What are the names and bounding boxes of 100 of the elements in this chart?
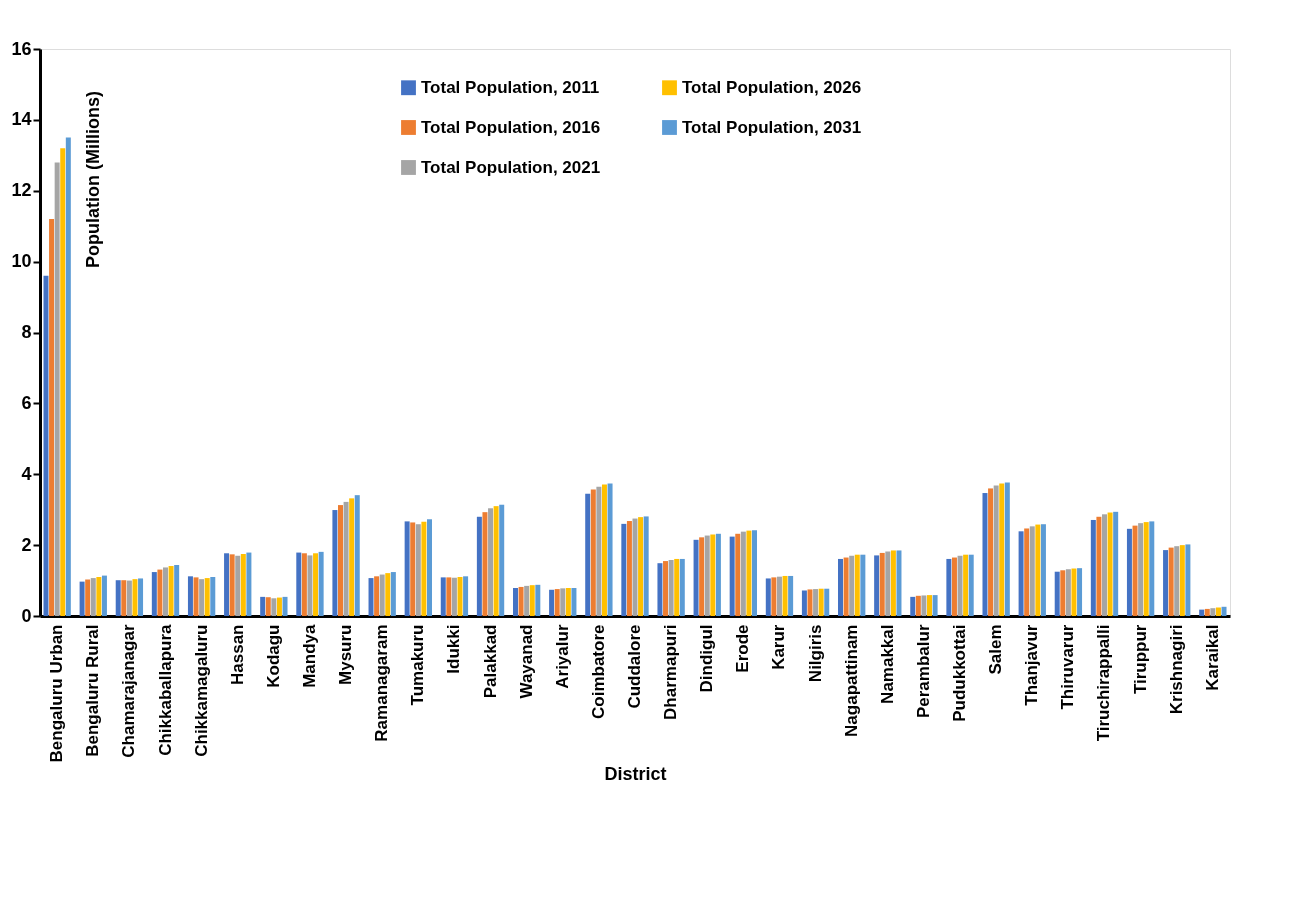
legend-label: Total Population, 2031 [682, 117, 862, 137]
bar [607, 483, 613, 616]
bar [96, 577, 102, 616]
bar [115, 580, 121, 616]
y-tick-label: 12 [11, 180, 32, 201]
bar [1004, 482, 1010, 616]
bar [1065, 569, 1071, 616]
x-tick-label: Wayanad [516, 624, 536, 699]
bar [560, 588, 566, 616]
bar [410, 522, 416, 616]
legend-label: Total Population, 2026 [682, 77, 862, 97]
bar [421, 521, 427, 616]
bar [235, 555, 241, 616]
bar [246, 552, 252, 616]
bar [79, 581, 85, 616]
bar [632, 518, 638, 616]
x-tick-label: Nagapattinam [841, 624, 861, 737]
bar [60, 148, 66, 616]
bar [1113, 511, 1119, 616]
bar [301, 553, 307, 616]
bar [90, 578, 96, 616]
bar [271, 598, 277, 616]
bar [1179, 545, 1185, 616]
x-tick-label: Chamarajanagar [119, 624, 139, 758]
bar [1107, 512, 1113, 616]
bar [782, 575, 788, 616]
bar [224, 553, 230, 616]
x-tick-label: Pudukkottai [950, 624, 970, 722]
bar [1035, 524, 1041, 616]
bar [276, 597, 282, 616]
legend-label: Total Population, 2011 [421, 77, 600, 97]
legend-label: Total Population, 2021 [421, 157, 601, 177]
bar [927, 595, 933, 616]
bar [674, 558, 680, 616]
bar [307, 555, 313, 616]
x-tick-label: Mysuru [336, 624, 356, 685]
bar [1210, 608, 1216, 616]
bar [1204, 608, 1210, 616]
bar [818, 588, 824, 616]
bar [735, 533, 741, 616]
bar [729, 536, 735, 616]
x-tick-label: Kodagu [263, 624, 283, 688]
y-tick-label: 14 [11, 109, 32, 130]
bar [493, 506, 499, 616]
x-tick-label: Thiruvarur [1058, 624, 1078, 710]
bar [332, 510, 338, 616]
bar [963, 554, 969, 616]
bar [1199, 609, 1205, 616]
bar [260, 596, 266, 616]
legend-label: Total Population, 2016 [421, 117, 601, 137]
bar [343, 501, 349, 616]
bar [1090, 519, 1096, 616]
bar [1138, 523, 1144, 616]
bar [1054, 571, 1060, 616]
bar [776, 576, 782, 616]
x-tick-label: Hassan [227, 624, 247, 685]
x-axis-title: District [604, 764, 667, 785]
bar [699, 537, 705, 616]
bar [988, 488, 994, 616]
bar [354, 495, 360, 616]
bar [404, 521, 410, 616]
bar [199, 579, 205, 616]
bar [1060, 570, 1066, 616]
y-tick-label: 2 [21, 534, 32, 555]
x-tick-label: Coimbatore [588, 624, 608, 719]
bar [890, 550, 896, 616]
x-tick-label: Ramanagaram [372, 624, 392, 742]
bar [957, 555, 963, 616]
bar [571, 588, 577, 616]
bar [693, 539, 699, 616]
bar [771, 577, 777, 616]
bar [535, 584, 541, 616]
bar [854, 554, 860, 616]
bar [374, 576, 380, 616]
bar [860, 554, 866, 616]
bar [621, 523, 627, 616]
bar [368, 578, 374, 616]
x-tick-label: Karaikal [1202, 624, 1222, 691]
bar [240, 553, 246, 616]
bar [457, 577, 463, 616]
x-tick-label: Krishnagiri [1166, 624, 1186, 715]
bar [1168, 547, 1174, 616]
y-tick-label: 16 [11, 38, 32, 59]
bar [951, 557, 957, 616]
x-tick-label: Dindigul [697, 624, 717, 693]
bar [54, 162, 60, 616]
bar [813, 589, 819, 616]
bar [499, 504, 505, 616]
bar [282, 596, 288, 616]
x-tick-label: Nilgiris [805, 624, 825, 683]
bar [65, 137, 71, 616]
bar [807, 589, 813, 616]
bar [752, 530, 758, 616]
bar [946, 558, 952, 616]
bar [210, 577, 216, 616]
x-tick-label: Tiruppur [1130, 624, 1150, 695]
bar [440, 577, 446, 616]
bar [874, 555, 880, 616]
bar [1102, 514, 1107, 616]
bar [1163, 550, 1169, 616]
